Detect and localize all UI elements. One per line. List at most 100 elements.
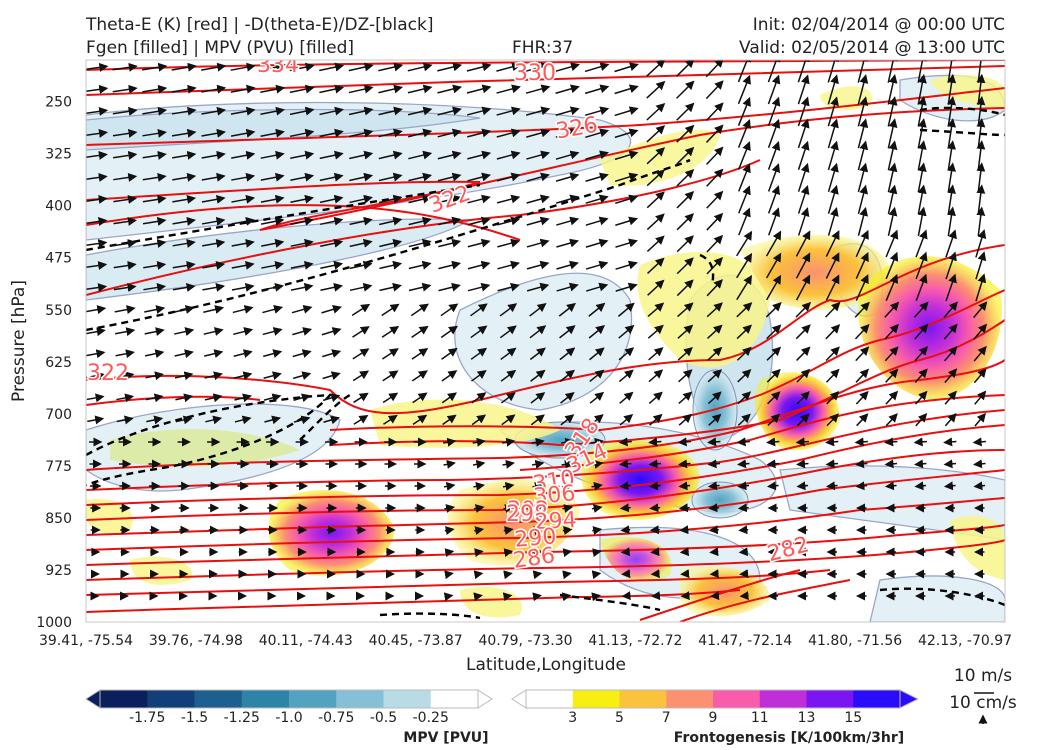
wind-vector <box>502 459 515 469</box>
wind-vector <box>443 437 457 447</box>
chart-title-line1: Theta-E (K) [red] | -D(theta-E)/DZ-[blac… <box>86 15 434 35</box>
wind-vector <box>500 369 517 382</box>
wind-vector <box>437 150 462 160</box>
y-tick-label: 325 <box>45 147 72 163</box>
wind-vector <box>144 349 165 359</box>
wind-vector <box>680 591 690 601</box>
wind-vector <box>467 260 491 270</box>
wind-vector <box>437 106 462 116</box>
wind-vector <box>289 84 315 94</box>
wind-vector <box>533 548 543 558</box>
wind-vector <box>767 118 781 149</box>
wind-vector <box>884 459 898 469</box>
wind-vector <box>737 119 751 148</box>
wind-vector <box>767 391 781 405</box>
wind-vector <box>472 437 486 447</box>
x-tick-label: 42.13, -70.97 <box>918 633 1012 649</box>
wind-vector <box>585 106 610 117</box>
wind-vector <box>707 369 722 383</box>
wind-vector <box>767 96 781 127</box>
wind-vector <box>319 128 344 138</box>
wind-vector <box>378 216 403 226</box>
wind-vector <box>378 150 403 160</box>
wind-vector <box>827 60 839 83</box>
wind-vector <box>113 283 137 292</box>
wind-vector <box>766 437 780 447</box>
wind-vector <box>738 547 749 557</box>
wind-vector <box>885 251 899 280</box>
wind-vector <box>86 349 106 359</box>
wind-vector <box>825 459 839 469</box>
wind-vector <box>556 216 580 226</box>
wind-vector <box>408 128 433 138</box>
fgen-colorbar-swatch <box>666 690 714 708</box>
wind-vector <box>174 371 194 381</box>
wind-vector <box>646 235 665 253</box>
wind-vector <box>710 591 720 601</box>
wind-vector <box>884 301 900 318</box>
wind-vector <box>885 368 899 383</box>
wind-vector <box>500 392 516 404</box>
wind-vector <box>560 391 575 404</box>
fgen-colorbar-tick: 7 <box>662 710 671 726</box>
wind-vector <box>560 414 575 426</box>
wind-vector <box>142 106 168 116</box>
wind-vector <box>797 60 810 83</box>
wind-vector <box>706 257 724 275</box>
wind-vector <box>915 251 928 280</box>
wind-vector <box>885 229 899 258</box>
wind-vector <box>202 283 226 292</box>
wind-vector <box>614 106 639 117</box>
wind-vector <box>529 347 546 361</box>
wind-vector <box>378 84 404 94</box>
init-time: Init: 02/04/2014 @ 00:00 UTC <box>752 15 1005 35</box>
wind-vector <box>736 275 753 301</box>
wind-vector <box>766 346 782 361</box>
wind-vector <box>706 190 724 209</box>
wind-vector <box>679 547 690 557</box>
x-axis-ticks: 39.41, -75.54 39.76, -74.98 40.11, -74.43 4… <box>39 633 1012 649</box>
wind-vector <box>556 260 579 270</box>
wind-vector <box>914 323 929 340</box>
wind-vector <box>289 106 315 116</box>
wind-vector <box>497 238 521 248</box>
wind-vector <box>736 346 752 361</box>
wind-vector <box>115 349 135 359</box>
wind-vector <box>201 194 226 204</box>
wind-vector <box>649 503 661 513</box>
wind-vector <box>767 185 781 214</box>
wind-vector <box>496 106 521 116</box>
wind-vector <box>854 437 868 447</box>
wind-vector <box>348 128 374 138</box>
wind-vector <box>319 172 344 182</box>
wind-vector <box>473 570 484 580</box>
wind-vector <box>289 128 315 138</box>
wind-vector <box>973 368 987 384</box>
wind-vector <box>116 415 134 425</box>
wind-vector <box>526 172 550 182</box>
wind-vector <box>796 481 809 491</box>
y-tick-label: 925 <box>45 563 72 579</box>
wind-vector <box>706 324 723 339</box>
wind-vector <box>974 390 987 405</box>
wind-vector <box>646 213 665 231</box>
wind-vector <box>113 261 137 270</box>
wind-vector <box>112 62 138 72</box>
wind-vector <box>678 459 691 469</box>
wind-vector <box>349 238 373 248</box>
wind-vector <box>525 62 551 72</box>
wind-vector <box>410 303 429 317</box>
wind-vector <box>614 84 639 95</box>
wind-vector <box>320 260 344 270</box>
wind-vector <box>467 150 492 160</box>
wind-vector <box>529 325 547 339</box>
wind-vector <box>650 569 660 579</box>
wind-vector <box>558 302 576 317</box>
wind-vector <box>737 413 751 426</box>
wind-vector <box>619 481 632 491</box>
wind-vector <box>884 323 899 340</box>
wind-vector <box>825 274 840 301</box>
wind-vector <box>496 62 522 72</box>
wind-vector <box>737 96 751 126</box>
wind-vector <box>648 437 662 447</box>
